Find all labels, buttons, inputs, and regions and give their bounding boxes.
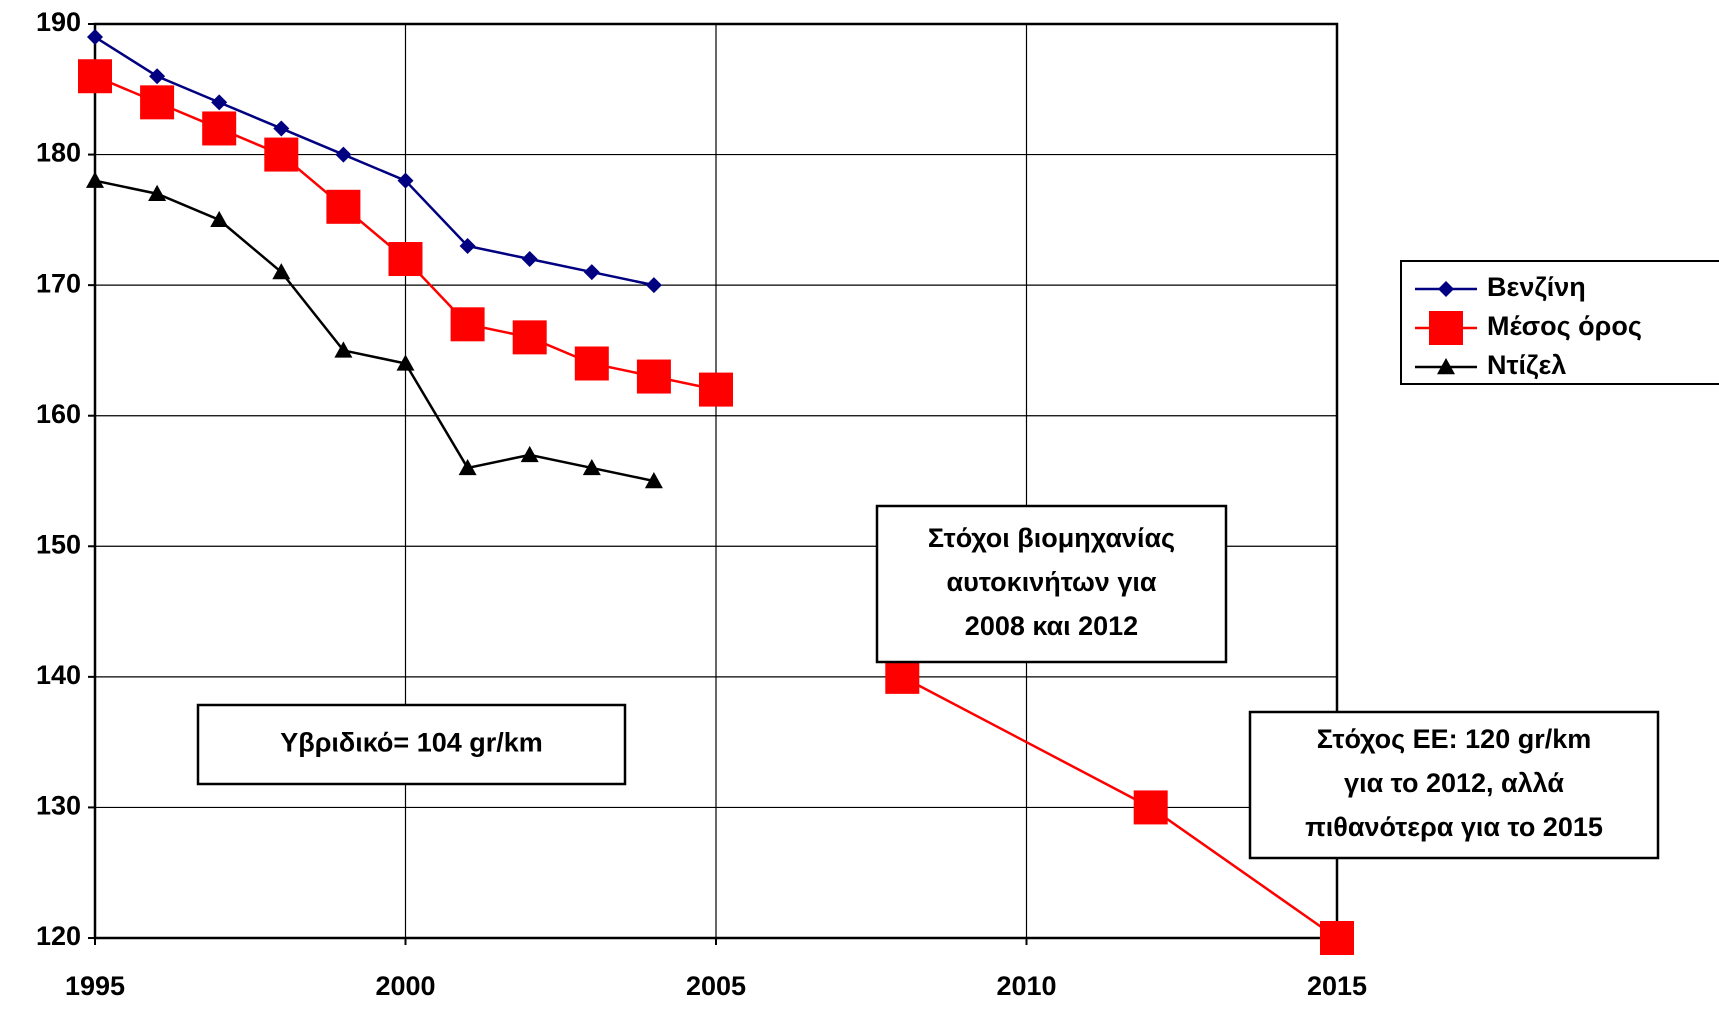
marker bbox=[636, 359, 671, 394]
y-tick-label: 170 bbox=[36, 268, 81, 298]
marker bbox=[148, 184, 167, 201]
marker bbox=[699, 372, 733, 407]
marker bbox=[388, 242, 423, 277]
marker bbox=[458, 458, 477, 476]
marker bbox=[149, 68, 166, 85]
marker bbox=[78, 59, 112, 94]
annotation-text: Υβριδικό= 104 gr/km bbox=[280, 728, 543, 758]
marker bbox=[272, 263, 291, 280]
marker bbox=[645, 277, 662, 294]
x-tick-label: 2010 bbox=[996, 971, 1056, 1001]
marker bbox=[520, 445, 539, 463]
annotation-text: αυτοκινήτων για bbox=[947, 567, 1157, 597]
marker bbox=[86, 171, 104, 188]
marker bbox=[1320, 921, 1354, 955]
marker bbox=[334, 341, 353, 358]
series-line bbox=[94, 179, 655, 483]
x-tick-label: 2015 bbox=[1307, 971, 1367, 1001]
marker bbox=[521, 251, 538, 268]
marker bbox=[885, 659, 920, 694]
marker bbox=[210, 210, 229, 228]
marker bbox=[396, 354, 415, 371]
annotation-text: 2008 και 2012 bbox=[965, 611, 1138, 641]
marker bbox=[335, 146, 352, 163]
plot-border bbox=[93, 22, 1339, 940]
marker bbox=[512, 320, 547, 355]
marker bbox=[140, 85, 175, 120]
x-tick-label: 2000 bbox=[375, 971, 435, 1001]
annotation-text: πιθανότερα για το 2015 bbox=[1305, 812, 1603, 842]
legend-label: Ντίζελ bbox=[1487, 350, 1566, 380]
marker bbox=[644, 472, 663, 489]
y-tick-label: 190 bbox=[36, 7, 81, 37]
marker bbox=[264, 137, 299, 172]
legend-label: Μέσος όρος bbox=[1487, 311, 1642, 341]
annotation-text: Στόχος ΕΕ: 120 gr/km bbox=[1317, 724, 1592, 754]
marker bbox=[211, 94, 228, 111]
marker bbox=[326, 189, 361, 224]
legend-label: Βενζίνη bbox=[1487, 272, 1586, 302]
y-tick-label: 150 bbox=[36, 529, 81, 559]
y-tick-label: 130 bbox=[36, 791, 81, 821]
marker bbox=[582, 458, 601, 476]
x-tick-label: 1995 bbox=[65, 971, 125, 1001]
marker bbox=[202, 111, 237, 146]
marker bbox=[450, 307, 485, 342]
legend-marker bbox=[1438, 281, 1454, 297]
y-tick-label: 160 bbox=[36, 399, 81, 429]
y-tick-label: 180 bbox=[36, 138, 81, 168]
x-tick-label: 2005 bbox=[686, 971, 746, 1001]
marker bbox=[459, 237, 476, 254]
marker bbox=[87, 29, 103, 46]
y-tick-label: 140 bbox=[36, 660, 81, 690]
annotation-box bbox=[196, 703, 627, 786]
legend-marker bbox=[1429, 311, 1463, 345]
marker bbox=[583, 264, 600, 281]
annotation-text: Στόχοι βιομηχανίας bbox=[928, 523, 1175, 553]
legend-marker bbox=[1437, 358, 1455, 375]
marker bbox=[397, 172, 414, 189]
marker bbox=[273, 120, 290, 137]
annotation-text: για το 2012, αλλά bbox=[1344, 768, 1564, 798]
marker bbox=[1133, 790, 1168, 825]
annotation-box bbox=[875, 504, 1228, 664]
marker bbox=[574, 346, 609, 381]
y-tick-label: 120 bbox=[36, 921, 81, 951]
series-line bbox=[94, 35, 655, 287]
annotation-box bbox=[1248, 710, 1660, 860]
